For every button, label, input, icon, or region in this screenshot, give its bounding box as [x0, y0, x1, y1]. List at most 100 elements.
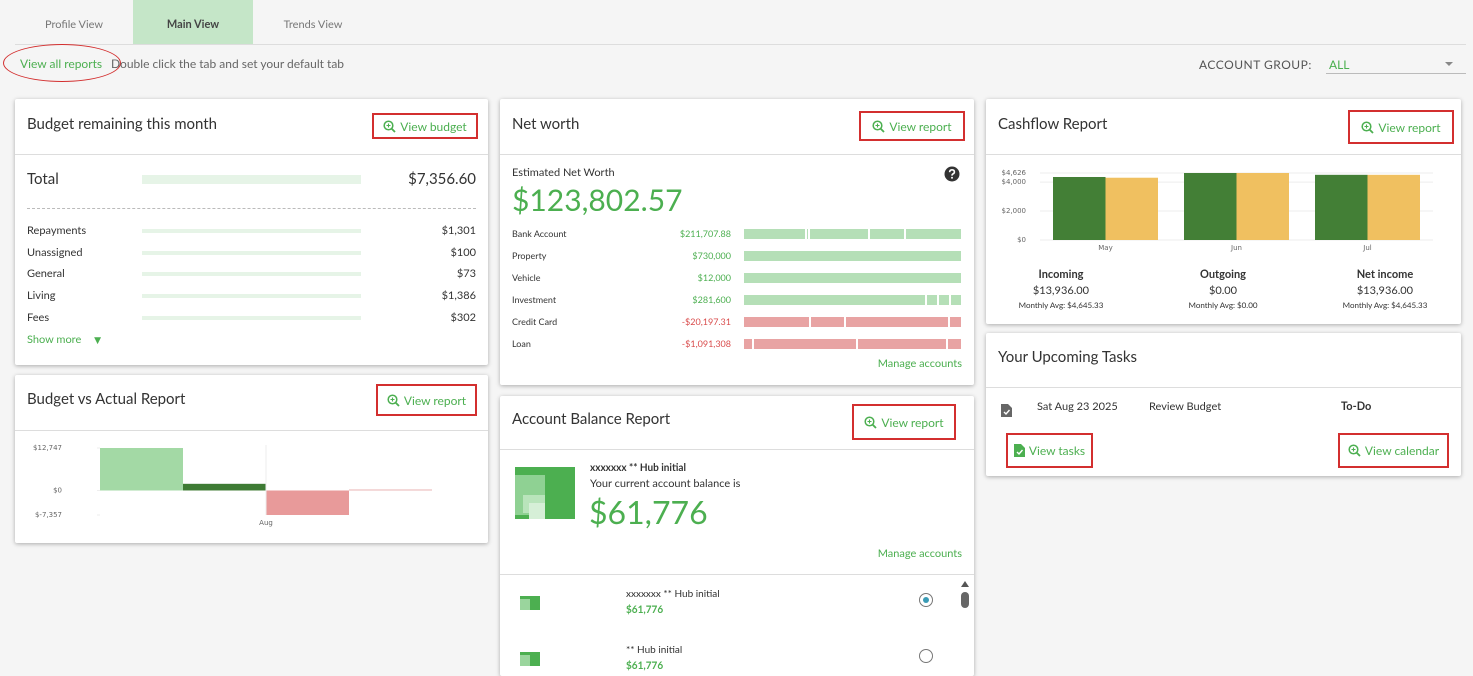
- account-group-value[interactable]: ALL: [1329, 57, 1350, 72]
- icon-shade: [520, 655, 530, 666]
- y-tick-label: $4,000: [1002, 178, 1027, 186]
- net-worth-card: Net worth View report Estimated Net Wort…: [500, 99, 974, 385]
- cashflow-chart: $0 $2,000 $4,000$4,626 May Jun Jul: [1002, 169, 1433, 252]
- dashed-divider: [27, 208, 476, 209]
- account-icon: [520, 596, 540, 610]
- total-label: Total: [27, 170, 59, 188]
- x-tick-label: May: [1098, 244, 1112, 252]
- manage-accounts[interactable]: Manage accounts: [877, 357, 962, 370]
- summary-label: Net income: [1356, 268, 1414, 281]
- segment-gap: [946, 339, 948, 349]
- card-header: [500, 99, 974, 155]
- row-label: Unassigned: [27, 245, 83, 259]
- row-bar: [142, 294, 361, 299]
- tasks-card: Your Upcoming Tasks View tasks View cale…: [986, 333, 1461, 476]
- summary-avg: Monthly Avg: $4,645.33: [1018, 300, 1104, 310]
- bar: [183, 483, 266, 491]
- card-title: Net worth: [512, 115, 580, 133]
- row-bar: [744, 273, 961, 283]
- x-tick-label: Jun: [1230, 244, 1242, 252]
- view-tasks-button[interactable]: View tasks: [1006, 433, 1093, 468]
- summary-avg: Monthly Avg: $0.00: [1188, 300, 1258, 310]
- total-value: $7,356.60: [408, 170, 476, 188]
- segment-gap: [752, 339, 754, 349]
- cashflow-card: Cashflow Report View report $0 $2,000 $4,0…: [986, 99, 1461, 324]
- view-report-button[interactable]: View report: [852, 404, 956, 440]
- card-header: [986, 99, 1461, 155]
- row-bar: [744, 251, 961, 261]
- segment-gap: [949, 295, 951, 305]
- segment-gap: [808, 229, 810, 239]
- tab[interactable]: Trends View: [283, 18, 343, 31]
- row-value: $1,301: [441, 224, 476, 237]
- row-bar: [744, 317, 961, 327]
- row-bar: [744, 229, 961, 239]
- row-value: -$20,197.31: [681, 316, 731, 327]
- bar: [266, 490, 349, 515]
- account-icon: [520, 652, 540, 666]
- row-value: $730,000: [692, 250, 731, 261]
- radio[interactable]: [919, 593, 933, 607]
- divider: [500, 574, 974, 575]
- manage-accounts[interactable]: Manage accounts: [877, 547, 962, 560]
- net-worth-label: Estimated Net Worth: [512, 166, 615, 179]
- help-icon[interactable]: [944, 166, 960, 182]
- tab[interactable]: Profile View: [45, 18, 103, 31]
- scrollbar[interactable]: [959, 578, 971, 676]
- row-label: Bank Account: [512, 228, 567, 239]
- row-value: $12,000: [697, 272, 731, 283]
- row-bar: [142, 315, 361, 320]
- card-header: [986, 333, 1461, 388]
- row-value: $100: [450, 245, 476, 259]
- tab[interactable]: Main View: [166, 18, 220, 31]
- view-report-button[interactable]: View report: [376, 384, 477, 416]
- radio[interactable]: [919, 649, 933, 663]
- row-value: -$1,091,308: [681, 338, 731, 349]
- row-value: $73: [456, 267, 476, 281]
- row-value: $281,600: [692, 294, 731, 305]
- card-header: [15, 375, 488, 431]
- budget-vs-actual-card: Budget vs Actual Report View report $12,…: [15, 375, 488, 543]
- row-label: Property: [512, 250, 547, 261]
- row-value: $1,386: [441, 289, 476, 303]
- total-bar: [142, 175, 361, 184]
- bar: [1053, 176, 1106, 240]
- show-more[interactable]: Show more ▼: [27, 333, 102, 346]
- hint: Double click the tab and set your defaul…: [111, 56, 345, 71]
- zoom-icon: [387, 393, 400, 407]
- view-report-button[interactable]: View report: [859, 111, 965, 141]
- account-name: xxxxxxx ** Hub initial: [626, 588, 720, 600]
- row-label: Loan: [512, 338, 531, 349]
- segment-gap: [925, 295, 927, 305]
- bar: [1236, 173, 1289, 240]
- view-report-button[interactable]: View report: [1348, 110, 1454, 144]
- bar: [349, 489, 432, 491]
- row-label: Fees: [27, 310, 50, 324]
- segment-gap: [809, 317, 811, 327]
- dropdown-arrow[interactable]: [1445, 61, 1453, 67]
- view-all-link[interactable]: View all reports: [20, 56, 103, 71]
- summary-value: $13,936.00: [1356, 284, 1414, 297]
- bar: [1315, 174, 1368, 240]
- budget-card: Budget remaining this month View budget …: [15, 99, 488, 365]
- x-tick-label: Jul: [1362, 244, 1372, 252]
- highlight-ellipse: [3, 44, 121, 82]
- row-label: Repayments: [27, 224, 87, 237]
- card-header: [500, 396, 974, 450]
- account-name: ** Hub initial: [626, 644, 683, 656]
- row-label: Investment: [512, 294, 557, 305]
- row-bar: [142, 250, 361, 255]
- summary-label: Outgoing: [1200, 268, 1246, 281]
- card-title: Budget vs Actual Report: [27, 390, 186, 408]
- view-calendar-button[interactable]: View calendar: [1338, 433, 1449, 468]
- account-value: $61,776: [626, 604, 664, 616]
- zoom-icon: [864, 415, 878, 429]
- view-budget-button[interactable]: View budget: [372, 113, 478, 139]
- row-bar: [142, 272, 361, 277]
- row-label: Vehicle: [512, 272, 541, 283]
- task-name: Review Budget: [1149, 400, 1222, 413]
- bar: [1367, 174, 1420, 240]
- row-label: Living: [27, 289, 56, 303]
- account-icon: [515, 467, 575, 519]
